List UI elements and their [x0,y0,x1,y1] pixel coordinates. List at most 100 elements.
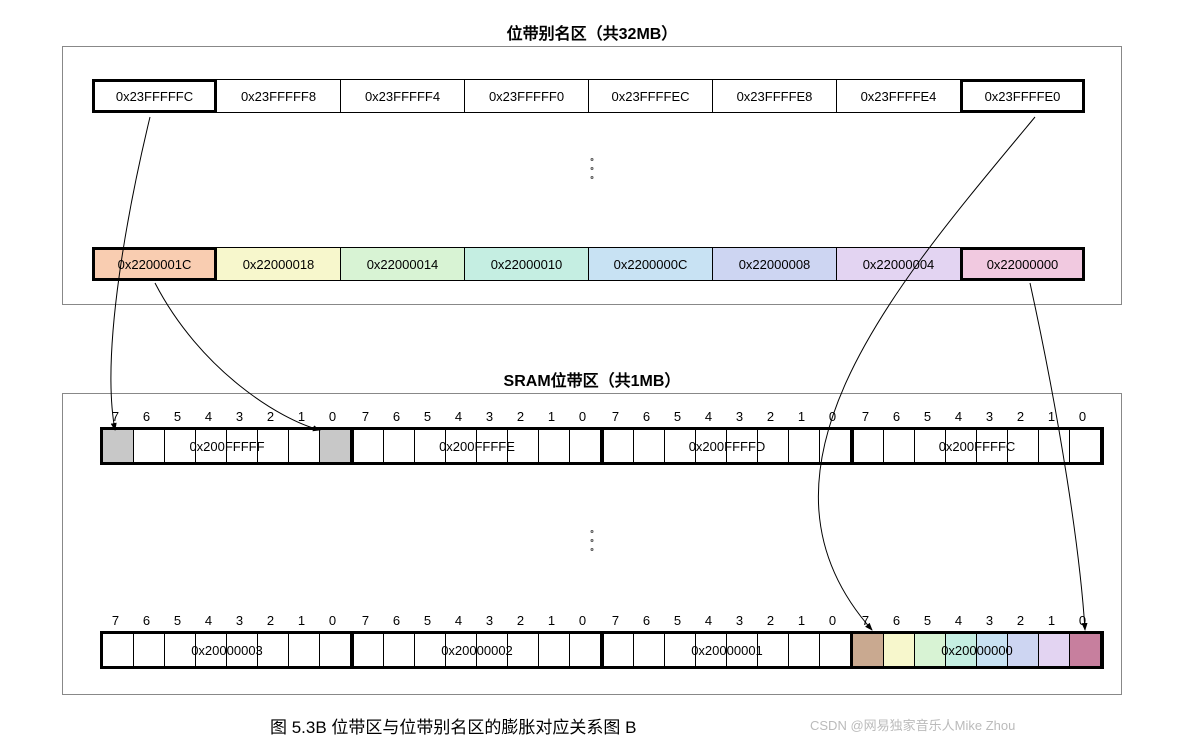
bit-cell [320,634,351,666]
bit-index: 6 [381,613,412,628]
bit-cell [727,430,758,462]
figure-caption: 图 5.3B 位带区与位带别名区的膨胀对应关系图 B [270,713,636,738]
alias-top-row: 0x23FFFFFC0x23FFFFF80x23FFFFF40x23FFFFF0… [92,79,1085,113]
bit-index: 5 [412,613,443,628]
bit-cell [353,430,384,462]
bit-index: 1 [536,613,567,628]
alias-vdots [591,158,594,179]
byte-group: 76543210 0x200FFFFC [850,409,1104,465]
bit-index: 0 [817,409,848,424]
bit-cell [634,634,665,666]
bit-cell [603,634,634,666]
bit-cell [820,430,851,462]
byte-group: 765432100x20000002 [350,613,604,669]
bit-index: 2 [755,409,786,424]
bit-cell [384,430,415,462]
byte-group: 765432100x200FFFFD [600,409,854,465]
bit-index: 4 [443,613,474,628]
alias-cell: 0x23FFFFEC [588,79,713,113]
byte-cells: 0x200FFFFC [850,427,1104,465]
bit-index: 1 [536,409,567,424]
bit-cell [884,430,915,462]
bit-index: 5 [662,409,693,424]
bit-index-labels: 76543210 [350,613,604,628]
bit-index: 1 [786,409,817,424]
bit-index: 0 [567,409,598,424]
bit-index: 6 [631,613,662,628]
bit-index: 3 [724,613,755,628]
bit-index: 3 [474,613,505,628]
alias-cell: 0x22000004 [836,247,961,281]
bit-index: 4 [193,613,224,628]
bit-cell [165,430,196,462]
alias-cell: 0x23FFFFE4 [836,79,961,113]
bit-cell [258,634,289,666]
bit-cell [539,634,570,666]
bit-index: 0 [1067,613,1098,628]
sram-vdots [591,530,594,551]
bit-cell [570,634,601,666]
bit-index: 5 [662,613,693,628]
bit-cell [289,634,320,666]
bit-index-labels: 76543210 [850,409,1104,424]
bit-cell [415,634,446,666]
bit-index: 0 [567,613,598,628]
bit-index: 1 [1036,613,1067,628]
bit-cell [977,634,1008,666]
bit-cell [103,430,134,462]
bit-index: 4 [693,613,724,628]
bit-index: 1 [286,613,317,628]
bit-cell [353,634,384,666]
bit-cell [446,634,477,666]
bit-cell [789,634,820,666]
bit-index: 3 [974,409,1005,424]
bit-cell [289,430,320,462]
bit-index: 3 [974,613,1005,628]
bit-index: 0 [1067,409,1098,424]
bit-index: 5 [412,409,443,424]
bit-cell [727,634,758,666]
bit-index: 4 [943,613,974,628]
bit-index: 7 [100,613,131,628]
byte-cells: 0x200FFFFD [600,427,854,465]
bit-index: 3 [724,409,755,424]
bit-index: 4 [443,409,474,424]
byte-group: 765432100x20000003 [100,613,354,669]
bit-cell [884,634,915,666]
bit-index: 7 [100,409,131,424]
bit-cell [196,430,227,462]
bit-index: 4 [943,409,974,424]
bit-index: 6 [881,409,912,424]
bit-index: 2 [1005,409,1036,424]
alias-bottom-row: 0x2200001C0x220000180x220000140x22000010… [92,247,1085,281]
bit-cell [165,634,196,666]
bit-index: 6 [631,409,662,424]
alias-cell: 0x2200000C [588,247,713,281]
bit-cell [1008,430,1039,462]
bit-index: 5 [912,409,943,424]
alias-cell: 0x23FFFFFC [92,79,217,113]
byte-group: 765432100x200FFFFE [350,409,604,465]
bit-index: 5 [162,409,193,424]
bit-cell [977,430,1008,462]
bit-cell [758,634,789,666]
bit-cell [384,634,415,666]
watermark: CSDN @网易独家音乐人Mike Zhou [810,715,1015,734]
bit-cell [789,430,820,462]
alias-cell: 0x22000008 [712,247,837,281]
bit-index: 1 [1036,409,1067,424]
alias-cell: 0x2200001C [92,247,217,281]
bit-cell [603,430,634,462]
bit-index: 7 [850,613,881,628]
bit-index: 1 [286,409,317,424]
alias-cell: 0x22000014 [340,247,465,281]
alias-cell: 0x23FFFFE8 [712,79,837,113]
bit-index: 4 [193,409,224,424]
bit-cell [665,430,696,462]
bit-cell [1008,634,1039,666]
bit-cell [853,430,884,462]
bit-index: 4 [693,409,724,424]
bit-cell [696,634,727,666]
bit-cell [570,430,601,462]
bit-index-labels: 76543210 [100,409,354,424]
